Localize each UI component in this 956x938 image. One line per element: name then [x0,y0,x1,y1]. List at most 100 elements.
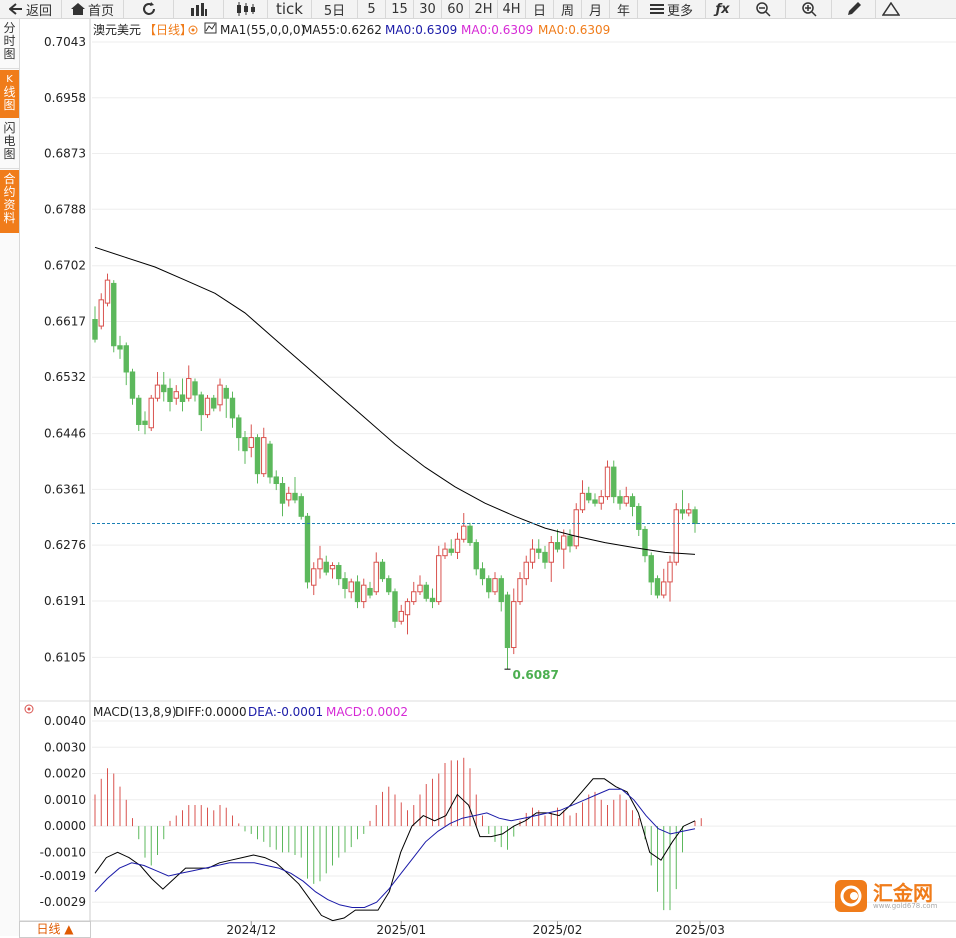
period-day-button[interactable]: 日 [526,0,554,19]
price-axis: 0.7043 0.6958 0.6873 0.6788 0.6702 0.6617 0.65… [44,35,86,664]
candle-body [367,587,373,596]
price-tick-label: 0.7043 [44,35,86,49]
sidebar-char: 闪 [3,121,16,135]
period-15-button[interactable]: 15 [386,0,414,18]
macd-axis: 0.0040 0.0030 0.0020 0.0010 0.0000 -0.0010 -0.… [40,714,86,909]
macd-tick-label: 0.0000 [44,819,86,833]
refresh-button[interactable] [124,0,174,18]
macd-tick-label: -0.0010 [40,845,86,859]
x-tick-label: 2024/12 [226,923,276,936]
candle-body [117,345,123,350]
candle-body [461,525,467,540]
zoom-in-button[interactable] [786,0,832,18]
period-60-button[interactable]: 60 [442,0,470,18]
more-button[interactable]: 更多 [638,0,706,19]
candle-body [442,548,448,557]
price-tick-label: 0.6276 [44,538,86,552]
tick-button[interactable]: tick [268,0,312,18]
period-year-button[interactable]: 年 [610,0,638,19]
candle-body [167,387,173,403]
toolbar: 返回 首页 tick 5日 5 15 30 60 2H 4H 日 周 月 年 更… [0,0,956,19]
period-5-button[interactable]: 5 [358,0,386,18]
x-tick-label: 2025/02 [533,923,583,936]
price-tick-label: 0.6446 [44,427,86,441]
x-tick-label: 2025/03 [675,923,725,936]
refresh-icon [142,2,155,15]
sidebar-char: 料 [3,211,16,225]
price-tick-label: 0.6617 [44,314,86,328]
candle-body [423,584,429,599]
candle-body [279,483,286,504]
price-tick-label: 0.6532 [44,370,86,384]
settings-gear-icon[interactable] [188,25,198,35]
macd-tick-label: 0.0020 [44,767,86,781]
zoom-out-button[interactable] [740,0,786,18]
candle-body [504,594,511,649]
candle-body [429,597,436,603]
period-month-button[interactable]: 月 [582,0,610,19]
candle-body [204,397,211,416]
candle-body [617,496,623,504]
home-button[interactable]: 首页 [62,0,124,19]
candle-body [236,417,242,439]
candle-body [311,568,317,586]
macd-diff-line [94,778,696,922]
candle-body [554,542,561,550]
sidebar-char: K [6,74,13,85]
candle-body [248,437,254,448]
back-button[interactable]: 返回 [0,0,62,19]
candle-body [392,591,398,622]
logo-text-block: 汇金网 www.gold678.com [873,883,937,910]
shape-button[interactable] [876,0,906,18]
sidebar-tab-flash[interactable]: 闪电图 [0,119,19,169]
candle-body [192,381,198,396]
candle-body [92,319,98,340]
period-2h-button[interactable]: 2H [470,0,498,18]
five-day-button[interactable]: 5日 [312,0,358,19]
macd-settings-icon[interactable] [24,704,34,714]
logo-icon [835,880,867,912]
zoom-out-icon [755,2,771,17]
price-tick-label: 0.6361 [44,482,86,496]
x-tick-label: 2025/01 [376,923,426,936]
sidebar-tab-time-share[interactable]: 分时图 [0,19,19,69]
candle-body [561,535,567,550]
candle-body [486,578,492,593]
candle-body [379,561,386,580]
sidebar-char: 资 [3,198,16,212]
candle-body [648,555,654,583]
period-selector-tab[interactable]: 日线 ▲ [19,921,91,938]
formula-button[interactable]: ƒx [706,0,740,18]
chart-type-bar-button[interactable] [174,0,224,18]
macd-tick-label: -0.0029 [40,895,86,909]
legend-ma55: MA55:0.6262 [302,23,382,37]
indicator-box-icon[interactable] [204,22,217,34]
sidebar-char: 图 [3,98,16,112]
period-30-button[interactable]: 30 [414,0,442,18]
macd-legend: MACD(13,8,9) DIFF:0.0000 DEA:-0.0001 MAC… [24,704,408,719]
sidebar-tab-contract-info[interactable]: 合约资料 [0,170,19,233]
draw-button[interactable] [832,0,876,18]
candle-body [123,345,129,373]
chart-type-candle-button[interactable] [224,0,268,18]
candle-body [567,535,573,547]
zoom-in-icon [801,2,817,17]
grid [92,41,956,903]
candle-body [498,578,504,603]
candle-body [523,561,529,580]
period-4h-button[interactable]: 4H [498,0,526,18]
candle-body [286,492,292,501]
candle-body [436,555,442,603]
candle-body [611,466,617,498]
candle-body [642,528,648,557]
period-week-button[interactable]: 周 [554,0,582,19]
candle-body [342,578,348,589]
candle-body [598,496,604,504]
candle-body [667,561,673,583]
candle-body [317,558,323,570]
candle-body [517,578,523,603]
candle-body [161,384,167,393]
